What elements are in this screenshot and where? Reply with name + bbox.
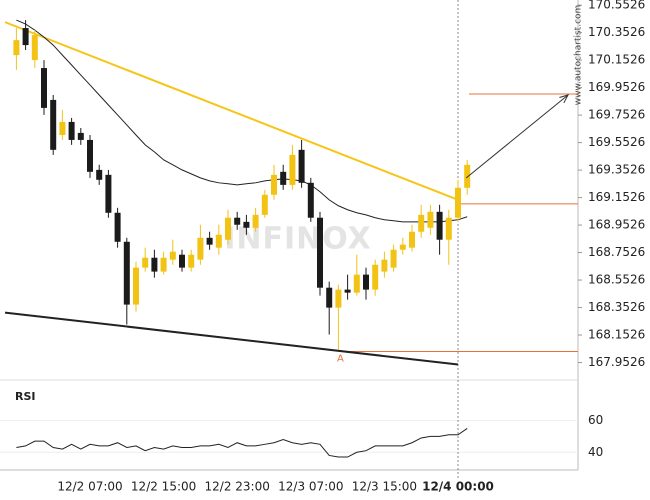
arrow-head	[559, 94, 570, 104]
candle-body	[41, 68, 47, 108]
candle-body	[427, 211, 434, 228]
rsi-label: RSI	[15, 390, 36, 403]
rsi-tick-label: 60	[588, 413, 603, 427]
candle-body	[123, 241, 130, 305]
x-tick-label: 12/2 07:00	[57, 480, 122, 494]
candle-body	[68, 121, 75, 140]
candle-body	[409, 231, 415, 248]
candle-body	[215, 234, 222, 248]
candle-body	[399, 244, 406, 250]
y-tick-label: 168.5526	[588, 273, 645, 287]
candle-body	[317, 217, 323, 288]
candle-body	[436, 211, 443, 240]
y-tick-label: 170.3526	[588, 25, 645, 39]
x-tick-label: 12/3 07:00	[278, 480, 343, 494]
source-label: www.autochartist.com	[574, 5, 584, 106]
y-tick-label: 170.1526	[588, 53, 645, 67]
y-tick-label: 169.9526	[588, 80, 645, 94]
y-tick-label: 168.1526	[588, 328, 645, 342]
trendline	[4, 21, 459, 201]
y-tick-label: 168.3526	[588, 300, 645, 314]
y-tick-label: 168.7526	[588, 245, 645, 259]
x-tick-label: 12/2 23:00	[205, 480, 270, 494]
candle-body	[381, 259, 388, 272]
candle-body	[151, 257, 158, 272]
x-tick-label: 12/3 15:00	[352, 480, 417, 494]
candle-body	[133, 267, 139, 305]
y-tick-label: 169.1526	[588, 190, 645, 204]
candle-body	[234, 217, 241, 225]
candle-body	[363, 274, 369, 290]
moving-average	[16, 19, 468, 223]
candle-body	[344, 289, 351, 293]
candle-body	[353, 274, 360, 293]
candle-body	[243, 221, 250, 228]
candle-body	[326, 287, 333, 308]
candle-body	[252, 214, 259, 228]
candle-body	[59, 121, 66, 135]
candle-body	[114, 212, 121, 242]
candle-body	[169, 251, 176, 260]
candle-body	[307, 182, 314, 218]
candle-body	[105, 174, 112, 213]
candle-body	[271, 174, 277, 195]
y-tick-label: 169.5526	[588, 135, 645, 149]
projection-arrow	[465, 94, 569, 179]
candle-body	[280, 171, 287, 185]
candle-body	[13, 40, 20, 56]
candle-body	[160, 257, 167, 272]
rsi-line	[16, 427, 468, 458]
candle-body	[372, 264, 379, 290]
y-tick-label: 170.5526	[588, 0, 645, 12]
candle-body	[179, 254, 185, 268]
candle-body	[87, 139, 93, 172]
candle-body	[22, 28, 29, 46]
y-tick-label: 169.7526	[588, 108, 645, 122]
candle-body	[390, 249, 397, 268]
candle-body	[225, 217, 231, 240]
candle-body	[418, 214, 425, 232]
y-tick-label: 167.9526	[588, 355, 645, 369]
candle-body	[197, 237, 204, 260]
candle-body	[188, 254, 195, 268]
candle-body	[206, 237, 213, 245]
candle-body	[289, 154, 296, 185]
candle-body	[335, 289, 342, 308]
candle-body	[31, 35, 38, 61]
candle-body	[261, 194, 268, 215]
candle-body	[298, 149, 305, 183]
annotation: A	[337, 354, 344, 365]
x-tick-label: 12/2 15:00	[131, 480, 196, 494]
candle-body	[445, 217, 452, 240]
candle-body	[142, 257, 149, 268]
y-tick-label: 168.9526	[588, 218, 645, 232]
candle-body	[96, 169, 103, 180]
candle-body	[464, 164, 471, 188]
candle-body	[455, 187, 461, 218]
candle-body	[50, 99, 57, 150]
y-tick-label: 169.3526	[588, 163, 645, 177]
x-tick-label: 12/4 00:00	[422, 480, 494, 494]
trendline	[4, 311, 459, 366]
candle-body	[77, 132, 84, 140]
rsi-tick-label: 40	[588, 445, 603, 459]
